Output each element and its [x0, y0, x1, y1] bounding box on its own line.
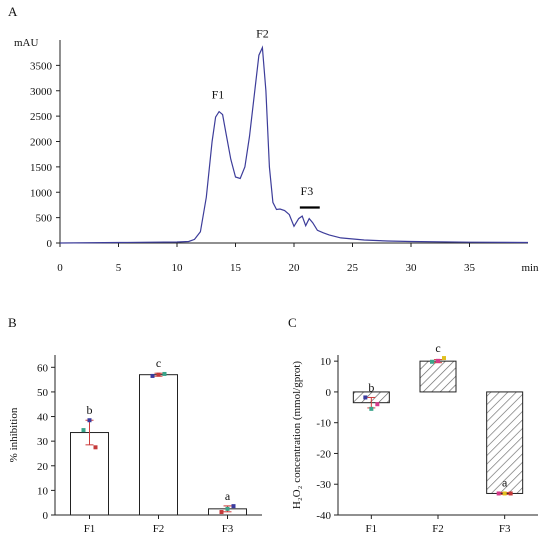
h2o2-significance-letter: c: [435, 341, 440, 355]
y-axis-label: mAU: [14, 37, 39, 49]
inhibition-bar-f2: [139, 374, 178, 516]
inhibition-data-point: [93, 445, 98, 450]
panel-label-a: A: [8, 4, 18, 19]
y-tick-label: 3000: [30, 86, 53, 98]
inhibition-data-point: [162, 371, 167, 376]
inhibition-data-point: [219, 510, 224, 515]
h2o2-y-axis-label: H₂O₂ concentration (mmol/gprot): [291, 361, 303, 510]
h2o2-data-point: [496, 491, 501, 496]
inhibition-data-point: [87, 418, 92, 423]
h2o2-y-tick-label: 10: [320, 356, 332, 368]
chromatogram-axes: [59, 40, 528, 244]
y-tick-label: 0: [47, 238, 53, 250]
h2o2-data-point: [430, 359, 434, 364]
h2o2-significance-letter: a: [502, 476, 508, 490]
chromatogram-chart: 0 500 1000 1500 2000 2500 3000 3500 0 5 10 15 20 25 30…: [14, 26, 539, 274]
y-tick-label: 1000: [30, 187, 53, 199]
inhibition-y-tick-label: 10: [37, 485, 49, 497]
x-tick-label: 25: [347, 262, 359, 274]
h2o2-data-point: [442, 356, 446, 361]
y-tick-label: 2500: [30, 111, 53, 123]
h2o2-data-point: [502, 491, 507, 496]
h2o2-bar-chart: -40 -30 -20 -10 0 10 H₂O₂ concentration (mmol/…: [291, 341, 538, 535]
x-tick-label: 5: [116, 262, 122, 274]
panel-label-c: C: [288, 315, 297, 330]
peak-label-f2: F2: [256, 26, 269, 40]
inhibition-y-tick-label: 40: [37, 412, 49, 424]
inhibition-data-point: [156, 372, 161, 377]
x-tick-label: 10: [172, 262, 184, 274]
inhibition-y-tick-label: 60: [37, 362, 49, 374]
h2o2-y-tick-label: -20: [316, 448, 331, 460]
h2o2-x-tick-label: F2: [432, 523, 444, 535]
h2o2-y-tick-label: 0: [326, 387, 332, 399]
x-tick-label: 0: [57, 262, 63, 274]
inhibition-y-tick-label: 50: [37, 387, 49, 399]
inhibition-significance-letter: c: [156, 356, 161, 370]
y-tick-label: 500: [36, 213, 53, 225]
inhibition-x-tick-label: F1: [84, 523, 96, 535]
inhibition-significance-letter: a: [225, 489, 231, 503]
h2o2-y-tick-label: -40: [316, 510, 331, 522]
inhibition-y-tick-label: 30: [37, 436, 49, 448]
peak-label-f1: F1: [212, 87, 225, 101]
h2o2-x-tick-label: F3: [499, 523, 511, 535]
x-tick-label: 30: [406, 262, 418, 274]
x-tick-label: 20: [289, 262, 301, 274]
inhibition-data-point: [81, 428, 86, 433]
y-tick-label: 2000: [30, 137, 53, 149]
h2o2-data-point: [375, 402, 380, 407]
h2o2-y-tick-label: -30: [316, 479, 331, 491]
inhibition-y-axis-label: % inhibition: [8, 407, 20, 462]
inhibition-data-point: [150, 373, 155, 378]
h2o2-data-point: [436, 358, 440, 363]
inhibition-y-tick-label: 20: [37, 461, 49, 473]
peak-label-f3: F3: [301, 184, 314, 198]
panel-label-b: B: [8, 315, 17, 330]
x-axis-label: min: [521, 262, 539, 274]
inhibition-significance-letter: b: [87, 403, 93, 417]
h2o2-data-point: [363, 395, 368, 400]
h2o2-x-tick-label: F1: [366, 523, 378, 535]
inhibition-y-tick-label: 0: [43, 510, 49, 522]
x-tick-label: 15: [230, 262, 242, 274]
h2o2-data-point: [369, 406, 374, 411]
h2o2-significance-letter: b: [368, 380, 374, 394]
h2o2-bar-f2: [419, 360, 457, 393]
inhibition-data-point: [225, 506, 230, 511]
chromatogram-line: [59, 45, 529, 244]
x-tick-label: 35: [464, 262, 476, 274]
inhibition-x-tick-label: F2: [153, 523, 165, 535]
h2o2-bar-f3: [486, 391, 524, 494]
inhibition-data-point: [231, 504, 236, 509]
h2o2-data-point: [508, 491, 513, 496]
inhibition-bar-chart: 0 10 20 30 40 50 60 % inhibition F1 b F2 c F3 a: [8, 355, 262, 535]
inhibition-x-tick-label: F3: [222, 523, 234, 535]
h2o2-y-tick-label: -10: [316, 418, 331, 430]
y-tick-label: 1500: [30, 162, 53, 174]
y-tick-label: 3500: [30, 60, 53, 72]
